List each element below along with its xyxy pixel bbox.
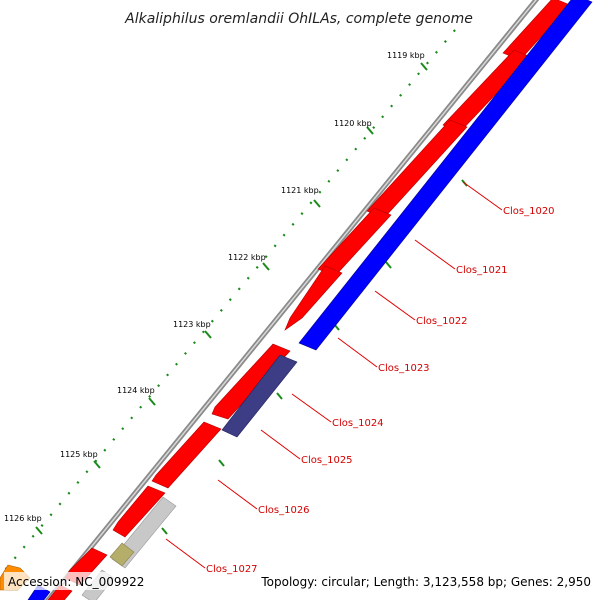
kbp-label: 1125 kbp <box>60 450 98 459</box>
tick-mark <box>385 261 392 269</box>
tick-mark <box>35 526 43 535</box>
tick-track <box>4 29 456 571</box>
tick-mark <box>420 62 428 71</box>
leader-clos-1025 <box>260 429 301 460</box>
kbp-label: 1124 kbp <box>117 386 155 395</box>
cds-clos-1023[interactable] <box>284 265 343 331</box>
kbp-label: 1119 kbp <box>387 51 425 60</box>
cds-olive-1[interactable] <box>109 542 135 567</box>
tick-mark <box>161 527 168 535</box>
cds-clos-1024[interactable] <box>211 343 291 420</box>
accession-text: Accession: NC_009922 <box>8 575 144 589</box>
gene-label-clos-1020[interactable]: Clos_1020 <box>503 206 555 217</box>
leader-clos-1027 <box>165 538 206 569</box>
leader-clos-1023 <box>337 337 378 368</box>
tick-mark <box>366 126 374 135</box>
gene-label-clos-1022[interactable]: Clos_1022 <box>416 316 468 327</box>
tick-mark <box>218 459 225 467</box>
gene-label-clos-1027[interactable]: Clos_1027 <box>206 564 258 575</box>
kbp-label: 1121 kbp <box>281 186 319 195</box>
map-title: Alkaliphilus oremlandii OhILAs, complete… <box>124 11 473 27</box>
gene-label-clos-1025[interactable]: Clos_1025 <box>301 455 353 466</box>
leader-clos-1020 <box>462 181 503 211</box>
kbp-label: 1126 kbp <box>4 514 42 523</box>
leader-clos-1026 <box>217 479 258 510</box>
gene-label-clos-1024[interactable]: Clos_1024 <box>332 418 384 429</box>
genome-summary-text: Topology: circular; Length: 3,123,558 bp… <box>260 575 591 589</box>
cds-blue-2[interactable] <box>221 354 298 438</box>
gene-label-clos-1021[interactable]: Clos_1021 <box>456 265 508 276</box>
kbp-label: 1120 kbp <box>334 119 372 128</box>
cds-clos-1025[interactable] <box>151 421 222 489</box>
cds-blue-1[interactable] <box>298 0 593 351</box>
tick-mark <box>276 392 283 400</box>
tick-mark <box>93 460 101 469</box>
kbp-label: 1122 kbp <box>228 253 266 262</box>
gene-label-clos-1026[interactable]: Clos_1026 <box>258 505 310 516</box>
tick-mark <box>148 397 156 406</box>
backbone-highlight <box>47 0 537 600</box>
cds-clos-1026[interactable] <box>112 485 166 538</box>
tick-mark <box>262 262 270 271</box>
leader-clos-1022 <box>374 290 416 321</box>
footer-bg-left <box>4 572 142 590</box>
tick-mark <box>313 199 321 208</box>
leader-clos-1021 <box>414 239 456 270</box>
tick-mark <box>204 330 212 339</box>
kbp-label: 1123 kbp <box>173 320 211 329</box>
leader-clos-1024 <box>291 393 332 423</box>
gene-label-clos-1023[interactable]: Clos_1023 <box>378 363 430 374</box>
